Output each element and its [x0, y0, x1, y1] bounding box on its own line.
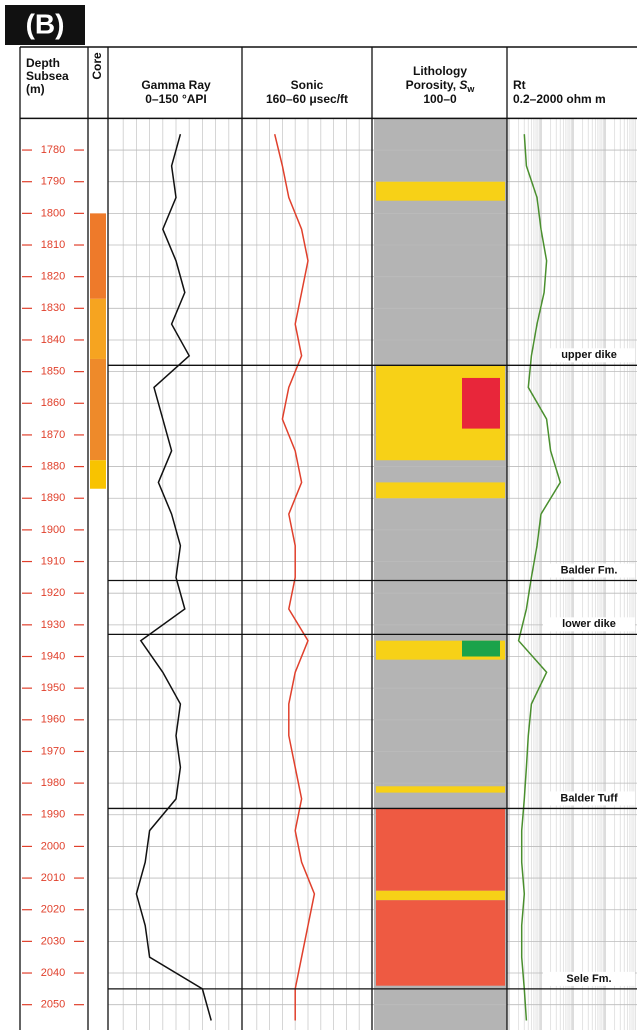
depth-label: 2030 [41, 935, 65, 947]
lithology-interval [376, 900, 505, 985]
core-interval [90, 299, 106, 359]
depth-label: 2010 [41, 872, 65, 884]
chart: (B) 1780 1790 1800 1810 1820 1830 1840 1850 1860… [0, 0, 637, 1030]
lithology-interval [376, 808, 505, 890]
depth-label: 1850 [41, 366, 65, 378]
depth-header: Subsea [26, 69, 69, 83]
depth-label: 1820 [41, 271, 65, 283]
formation-label: Balder Fm. [561, 564, 618, 576]
depth-label: 2050 [41, 999, 65, 1011]
depth-header: Depth [26, 56, 60, 70]
depth-label: 1870 [41, 429, 65, 441]
sw-subscript: w [466, 84, 475, 94]
formation-label: lower dike [562, 618, 616, 630]
log-curve [136, 134, 211, 1020]
depth-label: 1910 [41, 555, 65, 567]
lithology-interval [376, 482, 505, 498]
depth-label: 1800 [41, 207, 65, 219]
depth-label: 1860 [41, 397, 65, 409]
depth-label: 1830 [41, 302, 65, 314]
track-range: 160–60 μsec/ft [266, 92, 348, 106]
track-title: Gamma Ray [141, 78, 211, 92]
track-title: Sonic [291, 78, 324, 92]
depth-label: 1880 [41, 460, 65, 472]
page: (B) 1780 1790 1800 1810 1820 1830 1840 1850 1860… [0, 0, 637, 1030]
depth-header: (m) [26, 82, 45, 96]
track-range: 100–0 [423, 92, 457, 106]
formation-label: Balder Tuff [560, 792, 618, 804]
depth-label: 1780 [41, 144, 65, 156]
panel-label: (B) [26, 8, 65, 39]
depth-label: 2020 [41, 904, 65, 916]
depth-label: 1950 [41, 682, 65, 694]
lithology-interval [376, 182, 505, 201]
depth-label: 1930 [41, 619, 65, 631]
depth-label: 1890 [41, 492, 65, 504]
track-title-part: Porosity, [406, 78, 460, 92]
depth-label: 1900 [41, 524, 65, 536]
sw-symbol: S [459, 78, 467, 92]
core-interval [90, 359, 106, 460]
track-title: Rt [513, 78, 526, 92]
depth-label: 2000 [41, 840, 65, 852]
depth-label: 1840 [41, 334, 65, 346]
depth-label: 2040 [41, 967, 65, 979]
lithology-interval [376, 786, 505, 792]
depth-label: 1990 [41, 809, 65, 821]
track-title: Lithology [413, 64, 467, 78]
core-header: Core [90, 52, 104, 80]
formation-label: upper dike [561, 349, 617, 361]
depth-label: 1970 [41, 745, 65, 757]
depth-label: 1920 [41, 587, 65, 599]
depth-label: 1980 [41, 777, 65, 789]
lithology-interval [376, 891, 505, 900]
log-curve [275, 134, 315, 1020]
formation-label: Sele Fm. [566, 973, 611, 985]
depth-label: 1790 [41, 176, 65, 188]
lithology-interval [462, 378, 500, 429]
depth-label: 1940 [41, 650, 65, 662]
track-range: 0–150 °API [145, 92, 207, 106]
depth-label: 1810 [41, 239, 65, 251]
lithology-interval [462, 641, 500, 657]
depth-label: 1960 [41, 714, 65, 726]
core-interval [90, 460, 106, 488]
core-interval [90, 213, 106, 298]
track-range: 0.2–2000 ohm m [513, 92, 606, 106]
